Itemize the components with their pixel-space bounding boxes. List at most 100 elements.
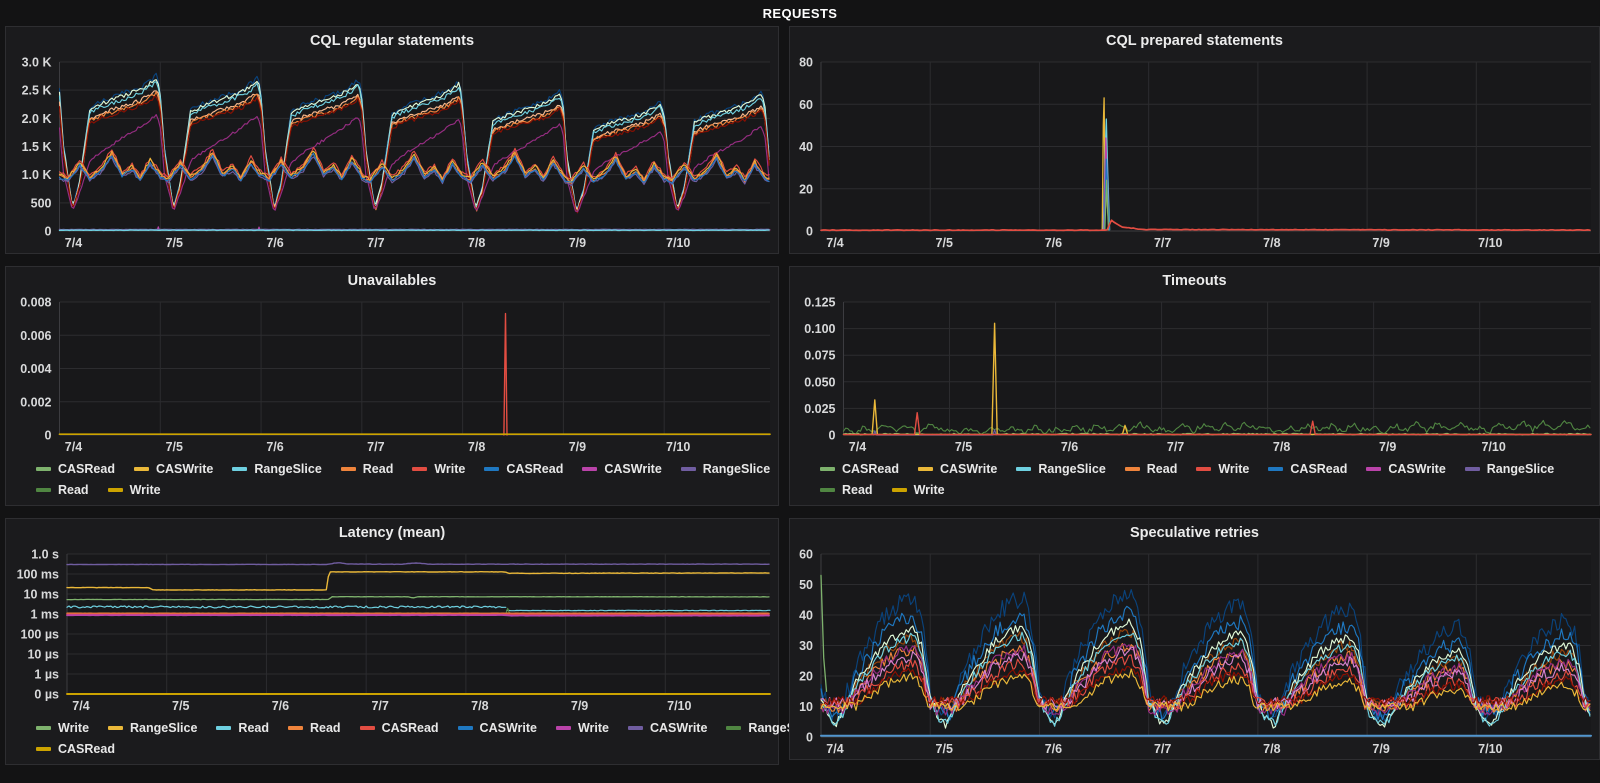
- svg-text:0.008: 0.008: [20, 296, 51, 310]
- svg-text:7/10: 7/10: [666, 236, 690, 250]
- legend-item-read[interactable]: Read: [216, 721, 269, 735]
- svg-text:7/8: 7/8: [471, 699, 488, 713]
- timeseries-graph[interactable]: 0.125 0.100 0.075 0.050 0.025 0 7/4 7/5 7/6 7/7 7/…: [790, 294, 1599, 457]
- svg-text:0 µs: 0 µs: [34, 688, 59, 702]
- legend-item-write[interactable]: Write: [891, 483, 945, 497]
- svg-text:2.5 K: 2.5 K: [22, 84, 52, 98]
- series-color-dash: [820, 466, 835, 471]
- legend-item-write[interactable]: Write: [1196, 462, 1249, 476]
- legend-item-casread[interactable]: CASRead: [36, 742, 115, 756]
- series-color-dash: [1268, 466, 1284, 471]
- legend-label: CASWrite: [939, 461, 998, 476]
- legend-label: Write: [129, 482, 161, 497]
- panel-title[interactable]: CQL regular statements: [309, 33, 475, 49]
- svg-text:7/8: 7/8: [468, 236, 485, 250]
- legend-item-casread[interactable]: CASRead: [820, 462, 899, 476]
- legend-item-rangeslice[interactable]: RangeSlice: [680, 462, 770, 476]
- panel-title[interactable]: Timeouts: [1162, 273, 1227, 289]
- legend-item-write[interactable]: Write: [107, 482, 161, 497]
- legend-item-read[interactable]: Read: [288, 721, 341, 735]
- svg-text:7/4: 7/4: [849, 440, 866, 454]
- svg-text:0.125: 0.125: [804, 296, 835, 310]
- svg-text:40: 40: [799, 140, 813, 154]
- timeseries-graph[interactable]: 3.0 K 2.5 K 2.0 K 1.5 K 1.0 K 500 0 7/4 7/5 7/6 7/…: [6, 54, 778, 253]
- legend-label: CASWrite: [1388, 461, 1446, 476]
- timeseries-graph[interactable]: 0.008 0.006 0.004 0.002 0 7/4 7/5 7/6 7/7 7/8 7/9 7…: [6, 294, 778, 457]
- svg-text:0: 0: [45, 429, 52, 443]
- timeseries-graph[interactable]: 60 50 40 30 20 10 0 7/4 7/5 7/6 7/7 7/8 7/9 7/10: [790, 546, 1599, 759]
- series-color-dash: [457, 725, 473, 730]
- legend-item-casread[interactable]: CASRead: [1268, 462, 1347, 476]
- svg-text:10: 10: [799, 700, 813, 714]
- legend-item-read[interactable]: Read: [340, 461, 394, 476]
- legend-label: Read: [1146, 461, 1178, 476]
- legend-item-caswrite[interactable]: CASWrite: [133, 462, 213, 476]
- panel-title[interactable]: CQL prepared statements: [1105, 33, 1283, 49]
- legend-item-caswrite[interactable]: CASWrite: [628, 721, 707, 735]
- svg-text:7/10: 7/10: [1481, 440, 1505, 454]
- legend-item-rangeslice[interactable]: RangeSlice: [1464, 462, 1554, 476]
- svg-text:7/9: 7/9: [571, 699, 588, 713]
- legend: CASRead CASWrite RangeSlice Read Write CASRea…: [790, 457, 1599, 505]
- svg-text:20: 20: [799, 182, 813, 196]
- legend-item-rangeslice[interactable]: RangeSlice: [108, 721, 197, 735]
- legend-item-caswrite[interactable]: CASWrite: [457, 720, 537, 735]
- legend-item-read[interactable]: Read: [1124, 461, 1178, 476]
- panel-title[interactable]: Unavailables: [347, 273, 437, 289]
- legend-item-rangeslice[interactable]: RangeSlice: [232, 462, 322, 476]
- panel-title[interactable]: Speculative retries: [1130, 525, 1259, 541]
- svg-text:7/4: 7/4: [72, 699, 89, 713]
- svg-text:7/7: 7/7: [1154, 236, 1171, 250]
- svg-text:7/10: 7/10: [1478, 742, 1502, 756]
- timeseries-graph[interactable]: 80 60 40 20 0 7/4 7/5 7/6 7/7 7/8 7/9 7/10: [790, 54, 1599, 253]
- svg-text:80: 80: [799, 56, 813, 70]
- legend-item-caswrite[interactable]: CASWrite: [1366, 461, 1446, 476]
- legend-item-caswrite[interactable]: CASWrite: [917, 461, 998, 476]
- legend-item-casread[interactable]: CASRead: [359, 721, 439, 735]
- svg-text:50: 50: [799, 578, 813, 592]
- svg-text:7/4: 7/4: [826, 236, 843, 250]
- svg-text:2.0 K: 2.0 K: [22, 112, 52, 126]
- legend-label: CASWrite: [650, 720, 708, 735]
- svg-text:7/7: 7/7: [1167, 440, 1184, 454]
- svg-text:7/5: 7/5: [166, 236, 183, 250]
- dashboard-row-header: REQUESTS: [0, 0, 1600, 26]
- svg-text:40: 40: [799, 609, 813, 623]
- panel-speculative-retries: Speculative retries 60 50 40 30 20 10 0 7/4 7/5 7/…: [789, 518, 1600, 760]
- legend-item-read[interactable]: Read: [820, 483, 873, 497]
- panel-timeouts: Timeouts 0.125 0.100 0.075 0.050 0.025 0 7/4 7/5…: [789, 266, 1600, 506]
- legend-item-write[interactable]: Write: [36, 721, 89, 735]
- legend-label: CASWrite: [479, 720, 537, 735]
- legend-item-read[interactable]: Read: [36, 483, 89, 497]
- series-color-dash: [36, 466, 51, 471]
- svg-text:30: 30: [799, 639, 813, 653]
- series-color-dash: [412, 466, 428, 471]
- legend-label: Read: [362, 461, 394, 476]
- svg-text:0.075: 0.075: [804, 349, 835, 363]
- panels-grid: CQL regular statements 3.0 K 2.5 K 2.0 K 1.5…: [0, 26, 1600, 765]
- svg-text:1.5 K: 1.5 K: [22, 140, 52, 154]
- svg-text:7/5: 7/5: [172, 699, 189, 713]
- series-color-dash: [232, 466, 248, 471]
- svg-text:7/6: 7/6: [1045, 742, 1062, 756]
- legend-item-write[interactable]: Write: [555, 721, 609, 735]
- svg-text:7/9: 7/9: [1372, 236, 1389, 250]
- svg-text:100 ms: 100 ms: [17, 568, 59, 582]
- svg-text:0: 0: [829, 429, 836, 443]
- panel-title[interactable]: Latency (mean): [338, 525, 446, 541]
- series-color-dash: [133, 466, 149, 471]
- svg-text:7/5: 7/5: [936, 236, 953, 250]
- legend-item-rangeslice[interactable]: RangeSlice: [1016, 462, 1106, 476]
- legend-item-casread[interactable]: CASRead: [484, 462, 563, 476]
- svg-text:7/9: 7/9: [569, 440, 586, 454]
- legend-item-casread[interactable]: CASRead: [36, 462, 115, 476]
- series-color-dash: [820, 487, 835, 492]
- row-title[interactable]: REQUESTS: [762, 5, 838, 21]
- svg-text:100 µs: 100 µs: [21, 628, 60, 642]
- series-color-dash: [107, 487, 123, 492]
- legend-item-caswrite[interactable]: CASWrite: [582, 462, 662, 476]
- series-color-dash: [108, 725, 124, 730]
- legend-item-write[interactable]: Write: [412, 462, 465, 476]
- timeseries-graph[interactable]: 1.0 s 100 ms 10 ms 1 ms 100 µs 10 µs 1 µs 0 µs 7…: [6, 546, 778, 716]
- svg-text:60: 60: [799, 98, 813, 112]
